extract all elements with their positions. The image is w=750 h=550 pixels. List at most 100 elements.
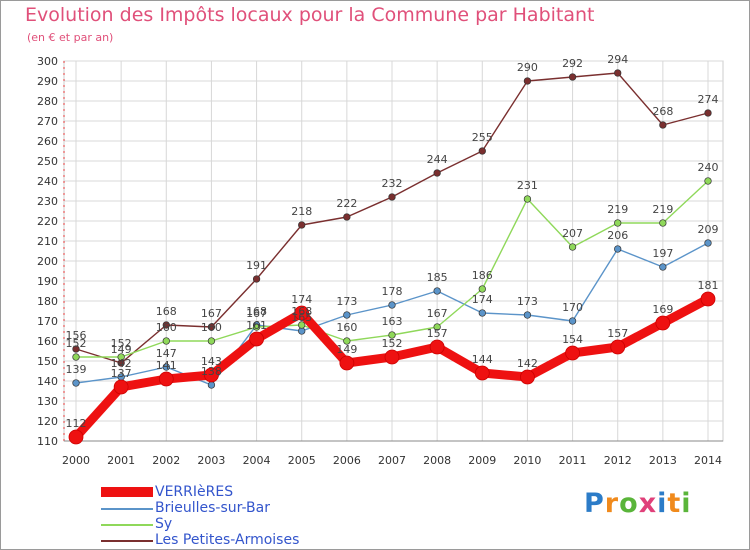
y-tick-label: 270 — [37, 115, 58, 128]
data-point — [704, 239, 712, 247]
y-tick-label: 170 — [37, 315, 58, 328]
data-point — [298, 221, 306, 229]
data-label: 157 — [607, 327, 628, 340]
data-label: 206 — [607, 229, 628, 242]
y-tick-label: 190 — [37, 275, 58, 288]
data-label: 219 — [652, 203, 673, 216]
data-label: 138 — [201, 365, 222, 378]
data-label: 268 — [652, 105, 673, 118]
data-point — [433, 287, 441, 295]
y-tick-label: 200 — [37, 255, 58, 268]
data-point — [433, 169, 441, 177]
data-point — [704, 109, 712, 117]
data-label: 191 — [246, 259, 267, 272]
data-point — [204, 367, 219, 383]
data-label: 231 — [517, 179, 538, 192]
legend-label-petites-armoises: Les Petites-Armoises — [155, 532, 300, 548]
logo-letter: i — [657, 488, 668, 519]
data-point — [298, 321, 306, 329]
data-label: 207 — [562, 227, 583, 240]
data-label: 154 — [562, 333, 583, 346]
data-label: 174 — [291, 293, 312, 306]
logo-letter: x — [638, 488, 658, 519]
data-label: 219 — [607, 203, 628, 216]
y-tick-label: 230 — [37, 195, 58, 208]
x-tick-label: 2001 — [107, 454, 135, 467]
series-lines — [68, 69, 716, 445]
x-tick-label: 2008 — [423, 454, 451, 467]
chart-subtitle: (en € et par an) — [27, 31, 114, 44]
x-tick-label: 2005 — [288, 454, 316, 467]
data-point — [659, 263, 667, 271]
data-label: 165 — [291, 311, 312, 324]
data-point — [294, 305, 310, 321]
data-label: 160 — [336, 321, 357, 334]
y-tick-label: 180 — [37, 295, 58, 308]
data-point — [117, 353, 125, 361]
data-point — [252, 275, 261, 283]
x-tick-label: 2003 — [197, 454, 225, 467]
data-label: 141 — [156, 359, 177, 372]
data-label: 142 — [517, 357, 538, 370]
data-point — [659, 121, 667, 129]
axes: 110 120 130 140 150 160 170 180 190 200 210 220 230 2… — [37, 55, 723, 467]
data-label: 186 — [472, 269, 493, 282]
x-tick-label: 2012 — [604, 454, 632, 467]
data-label: 137 — [111, 367, 132, 380]
data-point — [162, 321, 170, 329]
data-point — [72, 379, 80, 387]
data-point — [72, 353, 80, 361]
x-tick-label: 2004 — [243, 454, 271, 467]
data-point — [704, 177, 712, 185]
data-label: 149 — [111, 343, 132, 356]
data-label: 274 — [698, 93, 719, 106]
data-label: 169 — [652, 303, 673, 316]
x-tick-label: 2010 — [513, 454, 541, 467]
chart-title: Evolution des Impôts locaux pour la Comm… — [25, 4, 595, 26]
data-point — [655, 315, 671, 331]
data-label: 152 — [66, 337, 87, 350]
legend-label-verrieres: VERRIèRES — [155, 484, 234, 500]
data-point — [614, 245, 622, 253]
data-point — [388, 331, 396, 339]
data-label: 152 — [111, 337, 132, 350]
y-tick-label: 130 — [37, 395, 58, 408]
data-label: 167 — [201, 307, 222, 320]
data-point — [523, 77, 532, 85]
data-label: 197 — [652, 247, 673, 260]
y-tick-label: 300 — [37, 55, 58, 68]
y-tick-label: 260 — [37, 135, 58, 148]
logo-letter: i — [681, 488, 692, 519]
legend-swatch-brieulles — [101, 508, 153, 510]
data-label: 112 — [66, 417, 87, 430]
data-label: 232 — [382, 177, 403, 190]
y-tick-label: 290 — [37, 75, 58, 88]
data-point — [610, 339, 626, 355]
data-point — [659, 219, 667, 227]
data-point — [568, 243, 577, 251]
data-label: 178 — [382, 285, 403, 298]
data-point — [568, 73, 577, 81]
data-label: 173 — [517, 295, 538, 308]
data-point — [158, 371, 174, 387]
data-label: 255 — [472, 131, 493, 144]
data-point — [523, 195, 532, 203]
data-point — [520, 369, 535, 385]
data-point — [162, 337, 170, 345]
data-label: 160 — [156, 321, 177, 334]
data-point — [388, 301, 396, 309]
data-point — [252, 323, 261, 331]
data-label: 173 — [336, 295, 357, 308]
x-tick-label: 2006 — [333, 454, 361, 467]
data-label: 142 — [111, 357, 132, 370]
data-label: 170 — [562, 301, 583, 314]
data-label: 139 — [66, 363, 87, 376]
logo-letter: t — [667, 488, 682, 519]
proxiti-logo: Proxiti — [584, 488, 692, 519]
data-label: 174 — [472, 293, 493, 306]
data-point — [523, 311, 532, 319]
x-tick-label: 2000 — [62, 454, 90, 467]
data-label: 185 — [427, 271, 448, 284]
y-tick-label: 160 — [37, 335, 58, 348]
